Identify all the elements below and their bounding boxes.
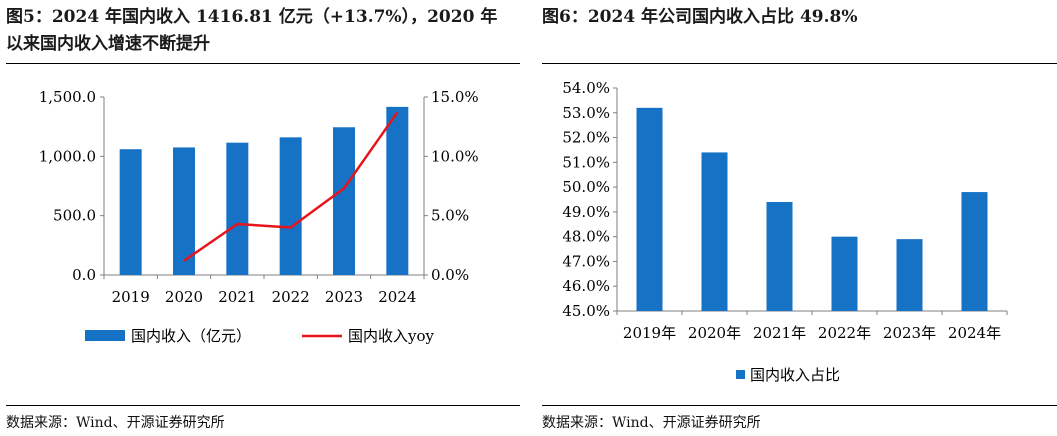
- y-tick-label: 45.0%: [562, 302, 610, 320]
- y-tick-label: 46.0%: [562, 277, 610, 295]
- bar-line-chart-left: 0.0 500.0 1,000.0 1,500.0 0.0% 5.0% 10.0% 15.0%…: [39, 88, 479, 345]
- bar: [279, 137, 302, 275]
- bar: [766, 201, 793, 311]
- y-tick-label: 53.0%: [562, 104, 610, 122]
- y-tick-label: 48.0%: [562, 228, 610, 246]
- bar: [636, 107, 663, 311]
- x-tick-label: 2023: [325, 288, 363, 306]
- y-tick-label-right: 0.0%: [431, 266, 469, 284]
- chart-title-right: 图6：2024 年公司国内收入占比 49.8%: [542, 7, 858, 27]
- y-tick-label-right: 10.0%: [431, 147, 479, 165]
- x-tick-label: 2022: [272, 288, 310, 306]
- x-tick-label: 2021: [218, 288, 256, 306]
- bar: [333, 127, 355, 275]
- bar: [226, 142, 249, 275]
- title-rule-left: [6, 63, 520, 64]
- x-tick-label: 2022年: [818, 324, 871, 342]
- x-tick-label: 2024: [378, 288, 416, 306]
- bar: [386, 106, 409, 275]
- chart-title-left-line2: 以来国内收入增速不断提升: [6, 34, 210, 54]
- x-tick-label: 2020: [165, 288, 203, 306]
- y-tick-label-left: 1,000.0: [39, 147, 96, 165]
- source-rule-left: [6, 405, 520, 406]
- bar: [961, 192, 988, 311]
- x-tick-label: 2019年: [623, 324, 676, 342]
- legend-swatch: [736, 370, 745, 379]
- y-tick-label: 50.0%: [562, 178, 610, 196]
- chart-title-left: 图5：2024 年国内收入 1416.81 亿元（+13.7%），2020 年 …: [6, 4, 521, 58]
- x-tick-label: 2021年: [753, 324, 806, 342]
- source-note-left: 数据来源：Wind、开源证券研究所: [6, 415, 225, 431]
- bar-chart-right: 45.0% 46.0% 47.0% 48.0% 49.0% 50.0% 51.0% 52.0%…: [562, 79, 1008, 384]
- y-tick-label: 51.0%: [562, 153, 610, 171]
- x-tick-label: 2019: [112, 288, 150, 306]
- legend-label-line: 国内收入yoy: [348, 327, 435, 345]
- source-note-right: 数据来源：Wind、开源证券研究所: [542, 415, 761, 431]
- y-tick-label-right: 5.0%: [431, 207, 469, 225]
- source-rule-right: [542, 405, 1057, 406]
- y-tick-label: 49.0%: [562, 203, 610, 221]
- chart-title-left-line1: 图5：2024 年国内收入 1416.81 亿元（+13.7%），2020 年: [6, 7, 498, 27]
- bar: [896, 239, 923, 311]
- x-tick-label: 2023年: [883, 324, 936, 342]
- y-tick-label: 54.0%: [562, 79, 610, 97]
- bar: [173, 147, 195, 275]
- bar: [119, 149, 142, 275]
- chart-panel-left: 图5：2024 年国内收入 1416.81 亿元（+13.7%），2020 年 …: [0, 0, 520, 436]
- x-tick-label: 2020年: [688, 324, 741, 342]
- y-tick-label: 47.0%: [562, 252, 610, 270]
- legend-label: 国内收入占比: [750, 366, 840, 384]
- legend-label-bar: 国内收入（亿元）: [131, 327, 251, 345]
- yoy-line: [183, 111, 399, 262]
- y-tick-label-left: 0.0: [72, 266, 96, 284]
- y-tick-label-left: 1,500.0: [39, 88, 96, 106]
- y-tick-label-left: 500.0: [53, 207, 96, 225]
- x-tick-label: 2024年: [948, 324, 1001, 342]
- legend-swatch-bar: [85, 330, 125, 341]
- title-rule-right: [542, 63, 1057, 64]
- y-tick-label: 52.0%: [562, 129, 610, 147]
- chart-panel-right: 图6：2024 年公司国内收入占比 49.8% 45.0% 46.0% 47.0% 4…: [536, 0, 1057, 436]
- bar: [831, 236, 858, 311]
- y-tick-label-right: 15.0%: [431, 88, 479, 106]
- bar: [701, 152, 728, 311]
